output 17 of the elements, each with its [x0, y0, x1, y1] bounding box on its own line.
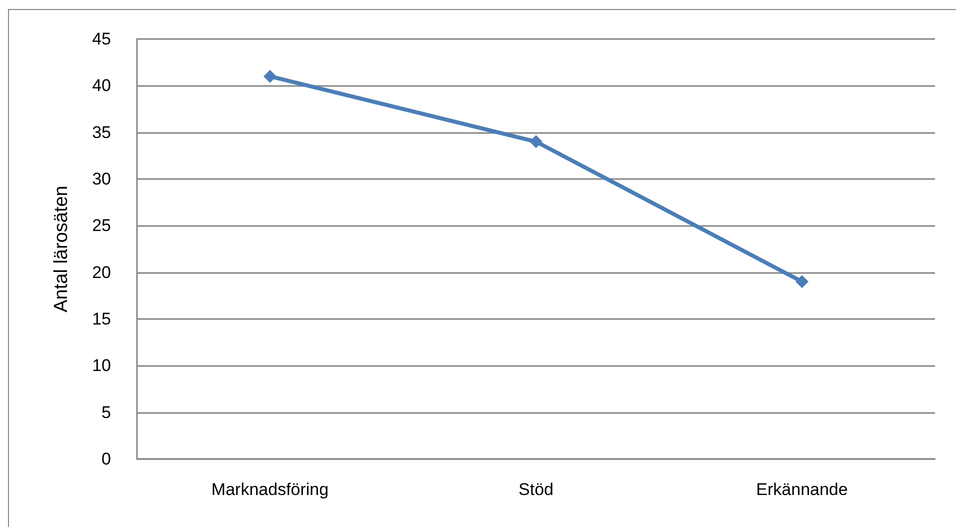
y-tick-label: 5 [102, 402, 111, 422]
y-axis-title: Antal lärosäten [51, 186, 72, 312]
y-tick-label: 25 [92, 216, 111, 236]
y-tick-label: 40 [92, 76, 111, 96]
y-tick-label: 35 [92, 122, 111, 142]
x-tick-label: Erkännande [756, 480, 848, 499]
y-tick-label: 15 [92, 310, 111, 328]
point [796, 275, 808, 288]
x-tick-label: Marknadsföring [211, 480, 329, 499]
y-tick-label: 45 [92, 30, 111, 48]
y-tick-label: 0 [102, 450, 111, 468]
y-tick-label: 10 [92, 356, 111, 376]
point [264, 70, 276, 83]
y-tick-label: 20 [92, 262, 111, 282]
y-tick-label: 30 [92, 170, 111, 188]
point [530, 135, 542, 148]
x-tick-label: Stöd [518, 480, 554, 499]
